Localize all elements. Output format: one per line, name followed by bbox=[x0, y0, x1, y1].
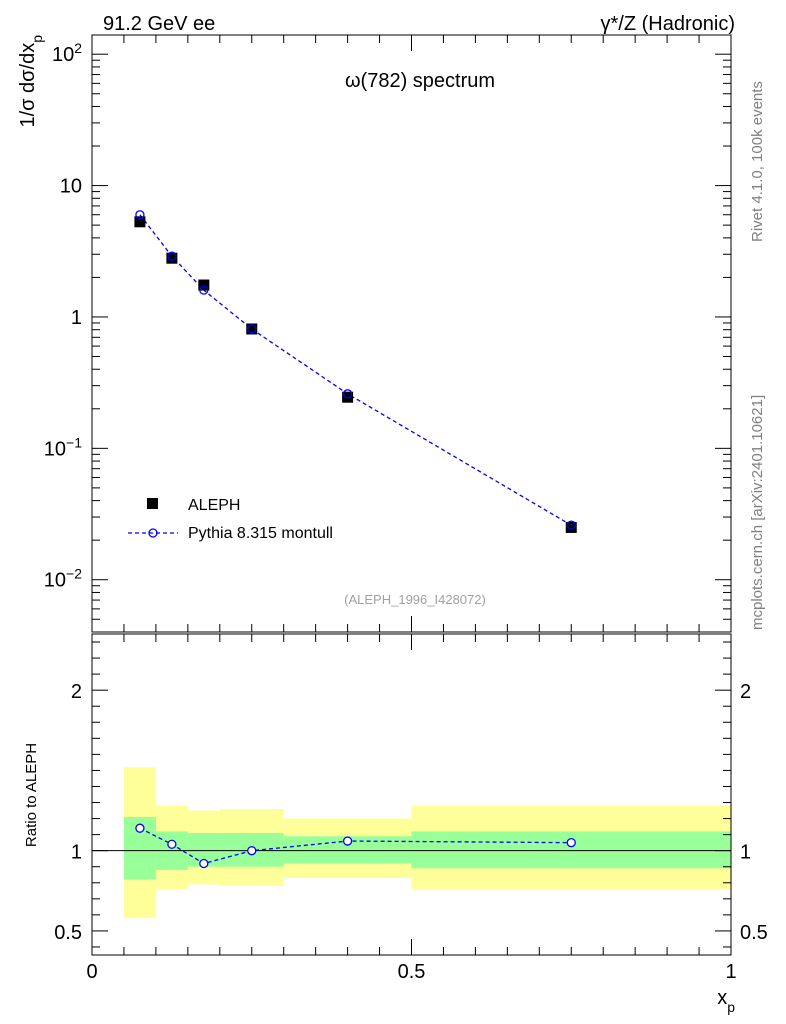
y-tick-label: 10−1 bbox=[44, 434, 82, 460]
ratio-y-tick-label-right: 0.5 bbox=[740, 922, 768, 944]
x-tick-label: 0.5 bbox=[398, 961, 426, 983]
ratio-y-tick-label: 0.5 bbox=[54, 922, 82, 944]
pythia-ratio-point bbox=[247, 846, 257, 856]
x-axis-label: xp bbox=[717, 987, 735, 1015]
x-tick-label: 1 bbox=[725, 961, 736, 983]
y-tick-label: 10 bbox=[60, 176, 82, 198]
y-tick-label: 102 bbox=[52, 40, 82, 66]
analysis-watermark: (ALEPH_1996_I428072) bbox=[344, 592, 486, 607]
main-y-axis-label: 1/σ dσ/dxp bbox=[17, 35, 45, 128]
ratio-y-axis-label: Ratio to ALEPH bbox=[23, 743, 40, 847]
ratio-y-tick-labels: 0.5 0.5 1 1 2 2 bbox=[54, 681, 768, 944]
ratio-y-tick-label-right: 1 bbox=[740, 842, 751, 864]
pythia-curve bbox=[139, 214, 572, 526]
inner-band bbox=[411, 831, 731, 869]
main-panel: ω(782) spectrum (ALEPH_1996_I428072) 10−… bbox=[17, 34, 732, 633]
pythia-ratio-point bbox=[342, 836, 353, 846]
aleph-points bbox=[134, 216, 577, 533]
rivet-version-label: Rivet 4.1.0, 100k events bbox=[749, 81, 766, 242]
main-frame bbox=[91, 34, 732, 633]
pythia-ratio-point bbox=[566, 838, 576, 848]
pythia-point bbox=[167, 251, 177, 261]
ratio-panel: 0.5 0.51 12 2 0 0.5 1 Ratio to ALEPH xp bbox=[23, 633, 768, 1015]
pythia-point bbox=[135, 210, 145, 220]
legend-aleph-marker bbox=[147, 498, 158, 509]
aleph-point bbox=[565, 521, 577, 533]
pythia-line bbox=[139, 214, 572, 526]
pythia-ratio-line bbox=[139, 827, 572, 865]
pythia-point bbox=[566, 520, 576, 530]
y-tick-label: 10−2 bbox=[44, 566, 82, 592]
y-tick-label: 1 bbox=[71, 307, 82, 329]
chart-title: ω(782) spectrum bbox=[345, 70, 495, 92]
pythia-ratio-point bbox=[199, 858, 209, 869]
main-y-tick-labels: 10−2 10−1 1 10 102 bbox=[44, 40, 82, 592]
mcplots-label: mcplots.cern.ch [arXiv:2401.10621] bbox=[749, 395, 766, 630]
legend-pythia-marker bbox=[148, 528, 158, 538]
pythia-point bbox=[199, 285, 209, 295]
legend-pythia-label: Pythia 8.315 montull bbox=[188, 525, 333, 542]
pythia-ratio-point bbox=[167, 839, 177, 849]
ratio-axis-ticks bbox=[91, 634, 732, 955]
legend: ALEPH Pythia 8.315 montull bbox=[128, 497, 333, 542]
ratio-x-tick-labels: 0 0.5 1 bbox=[86, 961, 736, 983]
ratio-y-tick-label: 2 bbox=[71, 681, 82, 703]
pythia-point bbox=[342, 389, 353, 399]
process-label: γ*/Z (Hadronic) bbox=[601, 13, 735, 35]
uncertainty-bands bbox=[123, 767, 731, 919]
aleph-point bbox=[134, 216, 146, 228]
pythia-points bbox=[135, 210, 576, 530]
x-tick-label: 0 bbox=[86, 961, 97, 983]
aleph-point bbox=[198, 279, 210, 291]
ratio-y-tick-label-right: 2 bbox=[740, 681, 751, 703]
pythia-point bbox=[247, 324, 257, 334]
ratio-y-tick-label: 1 bbox=[71, 842, 82, 864]
main-axis-ticks bbox=[91, 35, 732, 633]
ratio-frame bbox=[91, 633, 732, 956]
pythia-ratio-points bbox=[135, 823, 576, 869]
energy-label: 91.2 GeV ee bbox=[103, 13, 215, 35]
pythia-ratio-curve bbox=[139, 827, 572, 865]
aleph-point bbox=[166, 252, 178, 264]
pythia-ratio-point bbox=[135, 823, 145, 833]
legend-aleph-label: ALEPH bbox=[188, 497, 240, 514]
aleph-point bbox=[246, 323, 258, 335]
